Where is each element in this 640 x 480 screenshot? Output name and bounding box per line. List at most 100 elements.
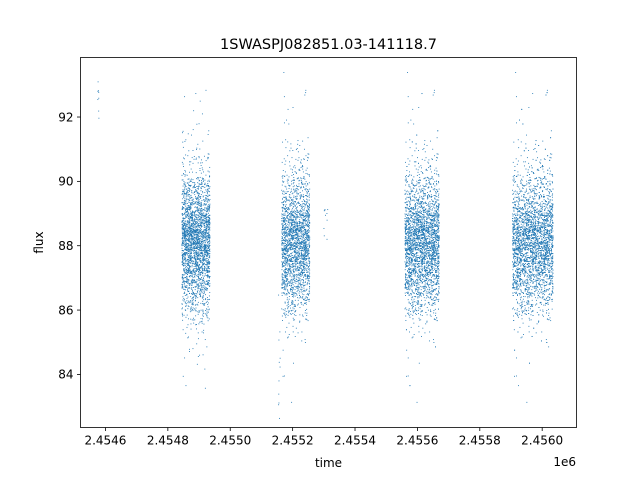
data-point <box>198 204 199 206</box>
data-point <box>195 210 197 212</box>
data-point <box>287 241 289 243</box>
data-point <box>283 265 285 267</box>
data-point <box>203 282 205 284</box>
data-point <box>289 247 291 249</box>
data-point <box>299 237 301 239</box>
data-point <box>200 290 202 292</box>
data-point <box>293 238 295 240</box>
data-point <box>188 227 190 229</box>
data-point <box>298 292 300 294</box>
data-point <box>289 274 291 276</box>
data-point <box>294 210 296 212</box>
data-point <box>184 231 186 233</box>
data-point <box>182 263 184 265</box>
data-point <box>288 231 290 233</box>
data-point <box>183 184 185 186</box>
data-point <box>299 242 301 243</box>
data-point <box>192 230 194 232</box>
data-point <box>197 266 199 268</box>
data-point <box>309 175 310 177</box>
data-point <box>194 275 196 277</box>
data-point <box>287 215 289 217</box>
data-point <box>206 255 208 257</box>
data-point <box>190 246 192 248</box>
data-point <box>206 263 208 265</box>
data-point <box>199 205 201 206</box>
data-point <box>207 206 209 208</box>
data-point <box>290 289 292 291</box>
data-point <box>307 214 309 216</box>
data-point <box>182 250 184 252</box>
data-point <box>303 246 305 248</box>
data-point <box>208 267 209 268</box>
data-point <box>197 338 199 340</box>
data-point <box>297 286 299 288</box>
data-point <box>198 222 200 224</box>
data-point <box>281 226 283 228</box>
data-point <box>189 205 191 207</box>
data-point <box>208 231 210 233</box>
data-point <box>303 262 305 264</box>
data-point <box>282 274 284 276</box>
data-point <box>199 243 201 245</box>
data-point <box>188 238 190 240</box>
data-point <box>290 229 292 231</box>
data-point <box>305 264 307 266</box>
data-point <box>283 288 285 290</box>
data-point <box>192 220 194 222</box>
data-point <box>292 179 294 181</box>
data-point <box>282 227 284 229</box>
data-point <box>202 270 203 271</box>
data-point <box>284 253 286 255</box>
data-point <box>207 252 209 254</box>
data-point <box>308 291 310 293</box>
data-point <box>201 113 203 115</box>
data-point <box>197 257 199 259</box>
data-point <box>194 286 196 288</box>
data-point <box>306 198 307 200</box>
data-point <box>296 198 298 200</box>
data-point <box>192 277 194 278</box>
data-point <box>297 259 298 261</box>
data-point <box>294 280 296 282</box>
data-point <box>197 252 199 254</box>
data-point <box>290 234 292 236</box>
data-point <box>286 200 287 202</box>
data-point <box>290 261 292 263</box>
data-point <box>291 220 293 222</box>
data-point <box>209 241 211 243</box>
data-point <box>197 186 199 187</box>
data-point <box>188 287 190 288</box>
data-point <box>205 219 207 221</box>
data-point <box>192 260 194 262</box>
data-point <box>183 190 185 192</box>
data-point <box>197 234 199 236</box>
data-point <box>206 301 208 302</box>
data-point <box>183 270 185 272</box>
data-point <box>289 259 291 261</box>
data-point <box>290 211 292 213</box>
data-point <box>199 233 201 235</box>
data-point <box>281 184 283 186</box>
data-point <box>290 188 292 190</box>
data-point <box>306 276 308 278</box>
data-point <box>181 287 183 289</box>
data-point <box>207 198 209 200</box>
data-point <box>282 201 284 203</box>
data-point <box>285 262 287 264</box>
data-point <box>287 226 289 228</box>
data-point <box>204 304 206 306</box>
data-point <box>194 268 196 270</box>
data-point <box>294 221 295 223</box>
data-point <box>185 224 187 226</box>
data-point <box>183 298 185 299</box>
data-point <box>295 238 297 240</box>
data-point <box>290 269 292 271</box>
data-point <box>205 253 206 255</box>
data-point <box>303 282 305 284</box>
data-point <box>193 257 195 259</box>
data-point <box>307 213 309 215</box>
data-point <box>291 310 292 312</box>
data-point <box>207 277 209 279</box>
data-point <box>281 239 283 241</box>
